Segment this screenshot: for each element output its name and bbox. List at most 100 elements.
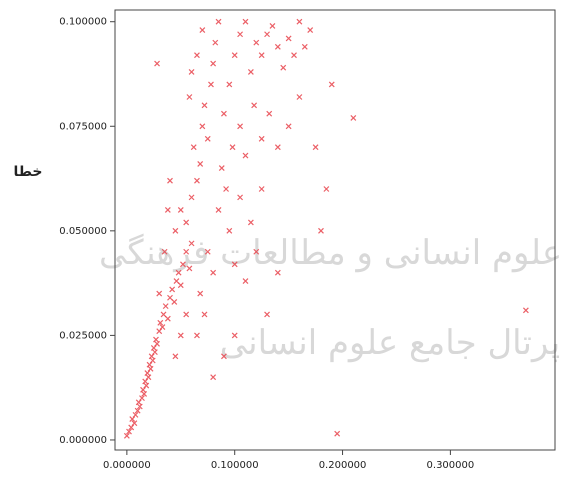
- point: [237, 194, 244, 201]
- point: [231, 261, 238, 268]
- x-tick-label: 0.100000: [211, 460, 259, 471]
- point: [253, 248, 260, 255]
- point: [323, 186, 330, 192]
- point: [140, 386, 146, 393]
- y-axis-label: خطا: [14, 164, 43, 180]
- point: [142, 378, 149, 385]
- point: [291, 52, 297, 59]
- point: [123, 432, 130, 439]
- point: [285, 35, 292, 42]
- point: [183, 311, 190, 318]
- point: [128, 424, 135, 431]
- point: [220, 110, 227, 117]
- point: [171, 299, 178, 305]
- point: [175, 269, 182, 276]
- point: [131, 420, 138, 427]
- point: [156, 290, 163, 297]
- point: [269, 22, 276, 29]
- point: [220, 353, 227, 360]
- point: [199, 27, 206, 34]
- point: [164, 206, 171, 213]
- point: [197, 160, 204, 167]
- point: [328, 81, 335, 88]
- point: [169, 286, 176, 293]
- point: [186, 265, 193, 272]
- point: [242, 18, 249, 25]
- point: [212, 39, 219, 46]
- y-tick-label: 0.075000: [59, 121, 107, 132]
- point: [258, 52, 265, 59]
- point: [151, 349, 158, 356]
- point: [208, 81, 214, 88]
- point: [210, 374, 217, 381]
- point: [285, 123, 292, 130]
- point: [186, 94, 193, 100]
- y-tick-label: 0.025000: [59, 330, 107, 341]
- point: [144, 370, 151, 376]
- point: [204, 135, 211, 142]
- point: [145, 374, 152, 381]
- point: [258, 135, 265, 142]
- plot-frame: [114, 9, 556, 451]
- point: [264, 311, 270, 318]
- point: [136, 403, 143, 410]
- point: [177, 282, 184, 289]
- point: [247, 68, 254, 75]
- point: [188, 68, 195, 75]
- point: [226, 81, 233, 88]
- point: [153, 336, 159, 343]
- y-tick-label: 0.100000: [59, 17, 107, 28]
- point: [296, 18, 303, 25]
- point: [161, 248, 168, 255]
- point: [148, 353, 155, 360]
- point: [226, 227, 233, 234]
- point: [129, 416, 136, 422]
- point: [264, 31, 270, 38]
- x-tick-label: 0.000000: [103, 460, 151, 471]
- point: [173, 278, 180, 284]
- x-tick-label: 0.300000: [427, 460, 475, 471]
- point: [154, 340, 160, 347]
- point: [229, 144, 236, 151]
- point: [237, 123, 244, 130]
- point: [194, 177, 200, 184]
- point: [149, 357, 156, 364]
- point: [242, 278, 249, 284]
- x-tick-label: 0.200000: [319, 460, 367, 471]
- point: [167, 294, 173, 301]
- point: [143, 382, 150, 389]
- point: [274, 43, 281, 50]
- point: [147, 365, 154, 372]
- point: [154, 60, 160, 67]
- point: [183, 248, 190, 255]
- point: [167, 177, 173, 184]
- point: [231, 332, 238, 339]
- point: [274, 144, 281, 151]
- point: [274, 269, 281, 276]
- y-tick-label: 0.000000: [59, 435, 107, 446]
- point: [159, 324, 166, 330]
- y-tick-label: 0.050000: [59, 226, 107, 237]
- point: [188, 240, 195, 247]
- point: [194, 332, 200, 339]
- point: [231, 52, 238, 59]
- watermark: ژوهشگاه علوم انسانی و مطالعات فرهنگی: [99, 233, 562, 273]
- point: [197, 290, 204, 297]
- point: [204, 248, 211, 255]
- point: [164, 315, 171, 322]
- point: [160, 311, 167, 318]
- point: [215, 18, 222, 25]
- point: [180, 261, 186, 268]
- point: [266, 110, 273, 117]
- point: [201, 311, 208, 318]
- point: [253, 39, 260, 46]
- point: [218, 165, 225, 172]
- point: [522, 307, 529, 314]
- point: [172, 353, 179, 360]
- point: [177, 332, 184, 339]
- point: [251, 102, 258, 109]
- point: [156, 328, 163, 335]
- point: [247, 219, 254, 226]
- point: [194, 52, 200, 59]
